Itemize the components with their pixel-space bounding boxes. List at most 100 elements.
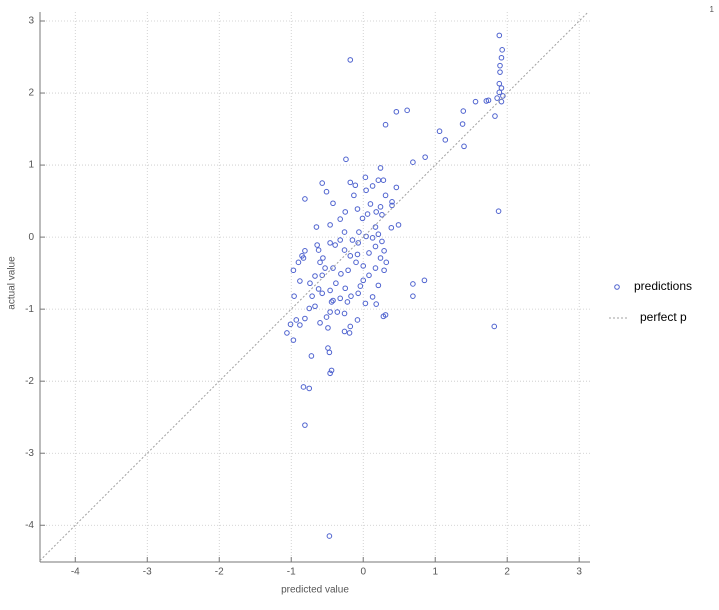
point — [327, 370, 333, 377]
point — [327, 240, 333, 246]
point — [354, 206, 361, 212]
point — [393, 108, 400, 115]
y-tick-label: 2 — [28, 88, 34, 99]
point — [372, 265, 379, 271]
point — [287, 321, 294, 328]
x-tick-label: -1 — [287, 567, 296, 578]
point — [290, 267, 297, 274]
point — [347, 179, 354, 186]
point — [499, 47, 505, 53]
point — [302, 196, 308, 202]
point — [459, 121, 466, 127]
point — [330, 265, 336, 271]
point — [295, 259, 302, 266]
point — [346, 330, 353, 336]
point — [322, 265, 328, 271]
point — [342, 209, 349, 215]
y-tick-label: 1 — [28, 160, 34, 171]
point — [366, 272, 372, 279]
point — [404, 107, 410, 114]
point — [366, 250, 372, 256]
point — [380, 177, 387, 184]
point — [302, 422, 308, 428]
point — [357, 283, 364, 289]
point — [377, 165, 384, 171]
point — [341, 247, 348, 253]
point — [380, 313, 387, 320]
point — [485, 97, 492, 104]
point — [327, 287, 333, 294]
point — [388, 224, 395, 231]
point — [359, 215, 366, 222]
point — [354, 251, 361, 258]
y-tick-label: -4 — [25, 520, 34, 531]
point — [379, 211, 385, 218]
point — [498, 98, 505, 105]
point — [373, 209, 379, 215]
point — [333, 280, 339, 287]
point — [421, 277, 428, 284]
x-tick-label: 2 — [504, 567, 510, 578]
y-tick-label: -2 — [25, 376, 34, 387]
point — [460, 108, 467, 114]
point — [372, 224, 379, 230]
point — [377, 255, 384, 261]
point — [395, 222, 402, 228]
point — [312, 303, 318, 310]
point — [377, 204, 384, 210]
point — [362, 300, 369, 307]
point — [393, 184, 400, 191]
point — [312, 273, 318, 279]
point — [497, 69, 503, 75]
point — [341, 328, 348, 335]
point — [410, 293, 416, 299]
point — [373, 301, 379, 307]
point — [364, 211, 371, 217]
point — [315, 286, 322, 292]
point — [344, 299, 351, 305]
y-tick-label: 3 — [28, 16, 34, 27]
point — [314, 242, 320, 248]
point — [382, 121, 389, 128]
point — [334, 309, 341, 315]
point — [349, 237, 356, 243]
legend-label: perfect p — [640, 310, 687, 324]
point — [291, 293, 297, 299]
corner-label: 1 — [710, 5, 715, 14]
y-axis-label: actual value — [7, 256, 18, 310]
point — [347, 57, 354, 63]
point — [389, 199, 395, 205]
point — [327, 222, 333, 228]
point — [306, 305, 313, 312]
y-tick-label: -1 — [25, 304, 34, 315]
x-tick-label: 1 — [432, 567, 438, 578]
point — [472, 98, 479, 105]
point — [326, 349, 333, 356]
point — [497, 62, 503, 69]
point — [360, 263, 367, 269]
point — [337, 216, 343, 222]
point — [313, 224, 320, 230]
point — [290, 337, 297, 343]
point — [381, 248, 387, 254]
y-tick-label: 0 — [28, 232, 34, 243]
point — [496, 80, 503, 87]
x-tick-label: 0 — [360, 567, 366, 578]
point — [337, 237, 343, 243]
point — [498, 54, 505, 61]
point — [332, 242, 338, 248]
point — [347, 253, 354, 259]
point — [341, 229, 348, 235]
point — [494, 95, 500, 101]
point — [496, 32, 503, 39]
point — [326, 533, 333, 539]
point — [342, 285, 349, 292]
point — [422, 154, 428, 160]
point — [356, 229, 362, 235]
point — [302, 315, 308, 322]
point — [306, 385, 313, 392]
point — [328, 367, 335, 374]
point — [461, 143, 467, 150]
point — [300, 255, 307, 261]
point — [355, 290, 361, 297]
